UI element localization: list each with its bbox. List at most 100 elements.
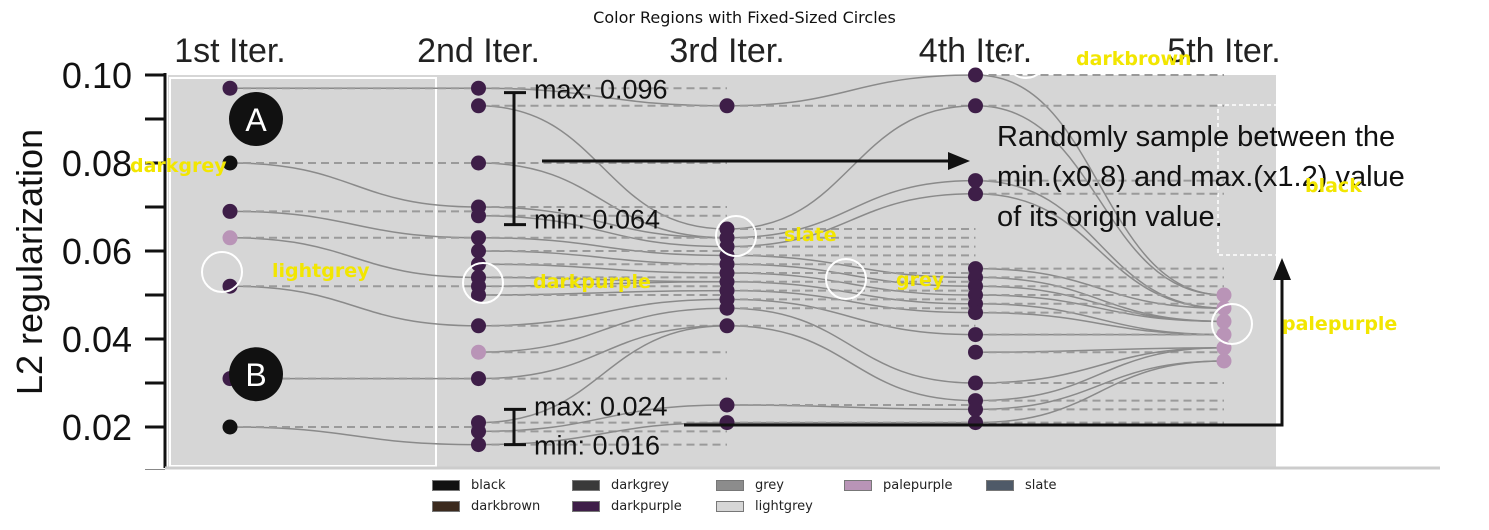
data-point [968,305,983,321]
region-circle-darkbrown [1005,37,1047,79]
data-point [968,401,983,417]
y-axis-label: L2 regularization [9,129,50,395]
max-b-label: max: 0.024 [534,391,668,421]
data-point [222,278,238,294]
badge-a [229,92,283,146]
legend-item-darkbrown: darkbrown [432,498,572,515]
connection-line [478,206,728,239]
legend-swatch-black [432,480,460,491]
data-point [1216,353,1232,369]
iter1-box [169,77,437,467]
data-point [719,98,735,114]
data-point [222,419,238,435]
region-circle-palepurple [1211,303,1253,345]
connection-line [975,294,1225,323]
data-point [471,98,486,114]
arrow-up-line [684,276,1284,427]
min-a-label: min: 0.064 [534,205,660,235]
connection-line [726,254,976,279]
connection-line [478,162,728,239]
iteration-label: 5th Iter. [1167,32,1280,70]
connection-line [478,307,728,353]
data-point [1216,327,1232,343]
data-point [968,67,983,83]
region-label-darkpurple: darkpurple [533,271,651,293]
iteration-label: 4th Iter. [919,32,1032,70]
note-box-outline [1217,104,1283,256]
connection-line [726,105,976,230]
region-label-palepurple: palepurple [1282,313,1397,335]
connection-line [478,325,728,380]
iteration-label: 2nd Iter. [417,32,540,70]
legend-label-darkpurple: darkpurple [611,499,682,514]
data-point [719,415,735,431]
data-point [471,287,486,303]
connection-line [726,325,976,402]
legend-label-lightgrey: lightgrey [755,499,813,514]
region-label-darkbrown: darkbrown [1076,48,1192,70]
y-tick-label: 0.10 [62,55,132,96]
data-point [968,375,983,391]
data-point [471,230,486,246]
connection-line [726,74,976,107]
connection-line [975,267,1225,309]
region-circle-grey [825,258,867,300]
data-point [471,208,486,224]
legend-label-black: black [471,478,506,493]
data-point [471,371,486,387]
note-line-2: min.(x0.8) and max.(x1.2) value [997,161,1405,193]
data-point [968,415,983,431]
data-point [471,318,486,334]
chart-title: Color Regions with Fixed-Sized Circles [593,8,896,27]
data-point [1216,313,1232,329]
legend-item-lightgrey: lightgrey [716,498,844,515]
legend-item-darkpurple: darkpurple [572,498,716,515]
iteration-label: 1st Iter. [174,32,286,70]
region-label-grey: grey [896,269,945,291]
legend-swatch-darkgrey [572,480,600,491]
data-point [222,203,238,219]
connection-line [229,210,479,239]
legend-swatch-slate [986,480,1014,491]
legend-label-darkgrey: darkgrey [611,478,670,493]
legend-label-palepurple: palepurple [883,478,953,493]
data-point [471,155,486,171]
connection-line [726,272,976,296]
region-label-black: black [1305,175,1362,197]
connection-line [726,289,976,314]
connection-line [229,285,479,327]
region-circle-lightgrey [201,251,243,293]
legend-item-slate: slate [986,477,1096,494]
connection-line [229,237,479,279]
y-tick-label: 0.08 [62,143,132,184]
badge-b [229,347,283,402]
legend-item-grey: grey [716,477,844,494]
region-label-lightgrey: lightgrey [272,260,370,282]
connection-line [478,105,728,230]
connection-line [975,105,1225,296]
data-point [222,80,238,96]
region-label-slate: slate [784,224,837,246]
data-point [222,155,238,171]
region-label-darkgrey: darkgrey [130,155,227,177]
y-tick-label: 0.02 [62,407,132,448]
data-point [222,230,238,246]
connection-line [726,179,976,239]
connection-line [726,263,976,287]
connection-line [975,311,1225,336]
legend-label-grey: grey [755,478,785,493]
connection-line [478,215,728,248]
badge-b-label: B [245,357,266,393]
data-point [968,98,983,114]
data-point [968,173,983,189]
data-point [471,243,486,259]
y-tick-label: 0.06 [62,231,132,272]
min-b-label: min: 0.016 [534,431,660,461]
data-point [968,186,983,202]
connection-line [726,307,976,384]
connection-line [975,193,1225,309]
iteration-label: 3rd Iter. [669,32,784,70]
note-line-3: of its origin value. [997,201,1223,233]
legend-item-palepurple: palepurple [844,477,986,494]
